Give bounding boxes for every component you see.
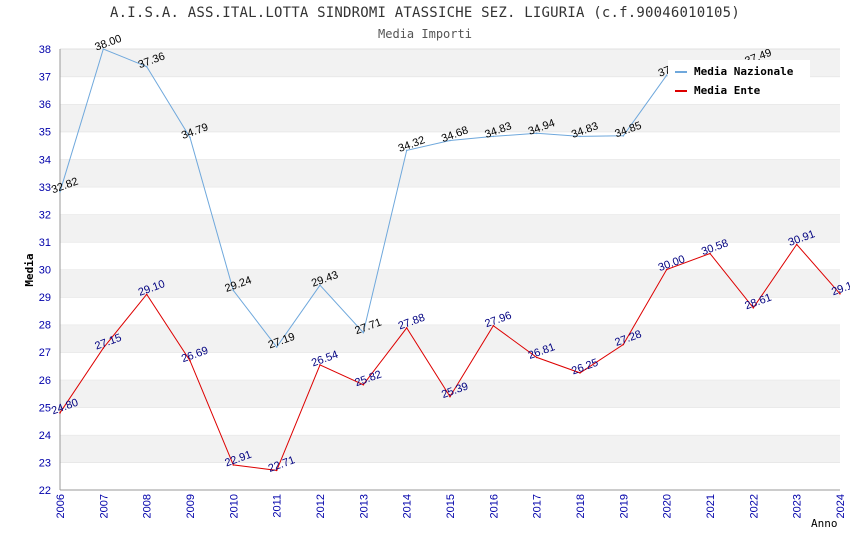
x-tick-label: 2021 <box>705 494 717 518</box>
x-tick-label: 2017 <box>532 494 544 518</box>
data-point <box>275 346 278 348</box>
data-point <box>145 293 148 296</box>
x-tick-label: 2022 <box>748 494 760 518</box>
data-point <box>622 135 625 137</box>
x-tick-label: 2018 <box>575 494 587 518</box>
x-tick-label: 2014 <box>402 494 414 518</box>
x-tick-label: 2012 <box>315 494 327 518</box>
x-tick-label: 2015 <box>445 494 457 518</box>
y-tick-label: 25 <box>39 402 51 414</box>
data-point <box>189 359 191 362</box>
x-tick-label: 2010 <box>228 494 240 518</box>
grid-band <box>60 131 840 160</box>
data-point <box>795 243 798 246</box>
series-lines <box>59 48 841 472</box>
grid-band <box>60 269 840 298</box>
data-point <box>405 149 408 152</box>
x-tick-label: 2013 <box>358 494 370 518</box>
x-tick-label: 2024 <box>835 494 847 518</box>
data-point <box>665 268 668 271</box>
data-point <box>492 324 495 327</box>
x-tick-label: 2019 <box>618 494 630 518</box>
data-point <box>839 292 841 295</box>
data-point <box>319 364 321 366</box>
y-tick-label: 26 <box>39 375 51 387</box>
data-point <box>579 135 581 138</box>
legend: Media Nazionale Media Ente <box>668 60 810 102</box>
data-point <box>535 356 538 359</box>
data-point <box>492 135 495 138</box>
data-point <box>275 469 278 472</box>
x-tick-label: 2016 <box>488 494 500 518</box>
grid-band <box>60 434 840 463</box>
y-tick-label: 37 <box>39 72 51 84</box>
data-point <box>449 139 451 142</box>
x-tick-label: 2023 <box>792 494 804 518</box>
data-point <box>319 284 321 287</box>
data-point <box>665 74 668 76</box>
y-tick-label: 31 <box>39 237 51 249</box>
x-tick-label: 2006 <box>55 494 67 518</box>
grid-band <box>60 379 840 408</box>
data-point <box>102 347 105 349</box>
x-tick-label: 2011 <box>272 494 284 518</box>
grid-band <box>60 214 840 242</box>
y-tick-label: 35 <box>39 127 51 139</box>
data-point <box>362 331 365 334</box>
data-point <box>709 252 711 255</box>
data-point <box>102 48 105 50</box>
y-tick-label: 36 <box>39 99 51 111</box>
y-tick-label: 33 <box>39 182 51 194</box>
chart-subtitle: Media Importi <box>378 27 472 41</box>
y-tick-label: 23 <box>39 457 51 469</box>
grid-band <box>60 159 840 187</box>
data-point <box>189 136 191 139</box>
x-axis-label: Anno <box>811 517 838 530</box>
axes <box>59 49 840 491</box>
x-tick-label: 2009 <box>185 494 197 518</box>
x-tick-labels: 2006 2007 2008 2009 2010 2011 2012 2013 2014 2015… <box>55 494 847 518</box>
data-point <box>535 132 538 135</box>
grid-band <box>60 297 840 325</box>
y-tick-label: 34 <box>39 154 51 166</box>
data-point <box>145 65 148 68</box>
grid-band <box>60 407 840 435</box>
legend-label-nazionale: Media Nazionale <box>694 65 794 78</box>
data-point <box>362 383 365 386</box>
grid-band <box>60 352 840 380</box>
data-point <box>232 464 235 466</box>
data-point <box>579 372 581 374</box>
y-tick-label: 24 <box>39 430 51 442</box>
y-tick-label: 22 <box>39 485 51 497</box>
data-point <box>59 190 61 193</box>
data-point <box>59 412 61 414</box>
y-tick-label: 38 <box>39 44 51 56</box>
y-axis-label: Media <box>23 253 36 286</box>
y-tick-labels: 22 23 24 25 26 27 28 29 30 31 32 33 34 35 36 37 38 <box>39 44 51 497</box>
y-tick-label: 28 <box>39 320 51 332</box>
data-point <box>622 343 625 346</box>
y-tick-label: 32 <box>39 209 51 221</box>
grid-band <box>60 104 840 132</box>
data-point <box>405 327 408 329</box>
grid-band <box>60 186 840 215</box>
y-tick-label: 30 <box>39 265 51 277</box>
legend-label-ente: Media Ente <box>694 84 761 97</box>
legend-box <box>668 60 810 102</box>
x-tick-label: 2007 <box>98 494 110 518</box>
grid-band <box>60 462 840 490</box>
grid-band <box>60 241 840 270</box>
grid-bands <box>60 48 840 490</box>
y-tick-label: 29 <box>39 292 51 304</box>
data-point <box>752 307 755 309</box>
chart-title: A.I.S.A. ASS.ITAL.LOTTA SINDROMI ATASSIC… <box>110 5 740 21</box>
x-tick-label: 2020 <box>662 494 674 518</box>
grid-band <box>60 324 840 353</box>
data-point <box>449 395 451 398</box>
data-point <box>232 289 235 292</box>
x-tick-label: 2008 <box>142 494 154 518</box>
y-tick-label: 27 <box>39 347 51 359</box>
